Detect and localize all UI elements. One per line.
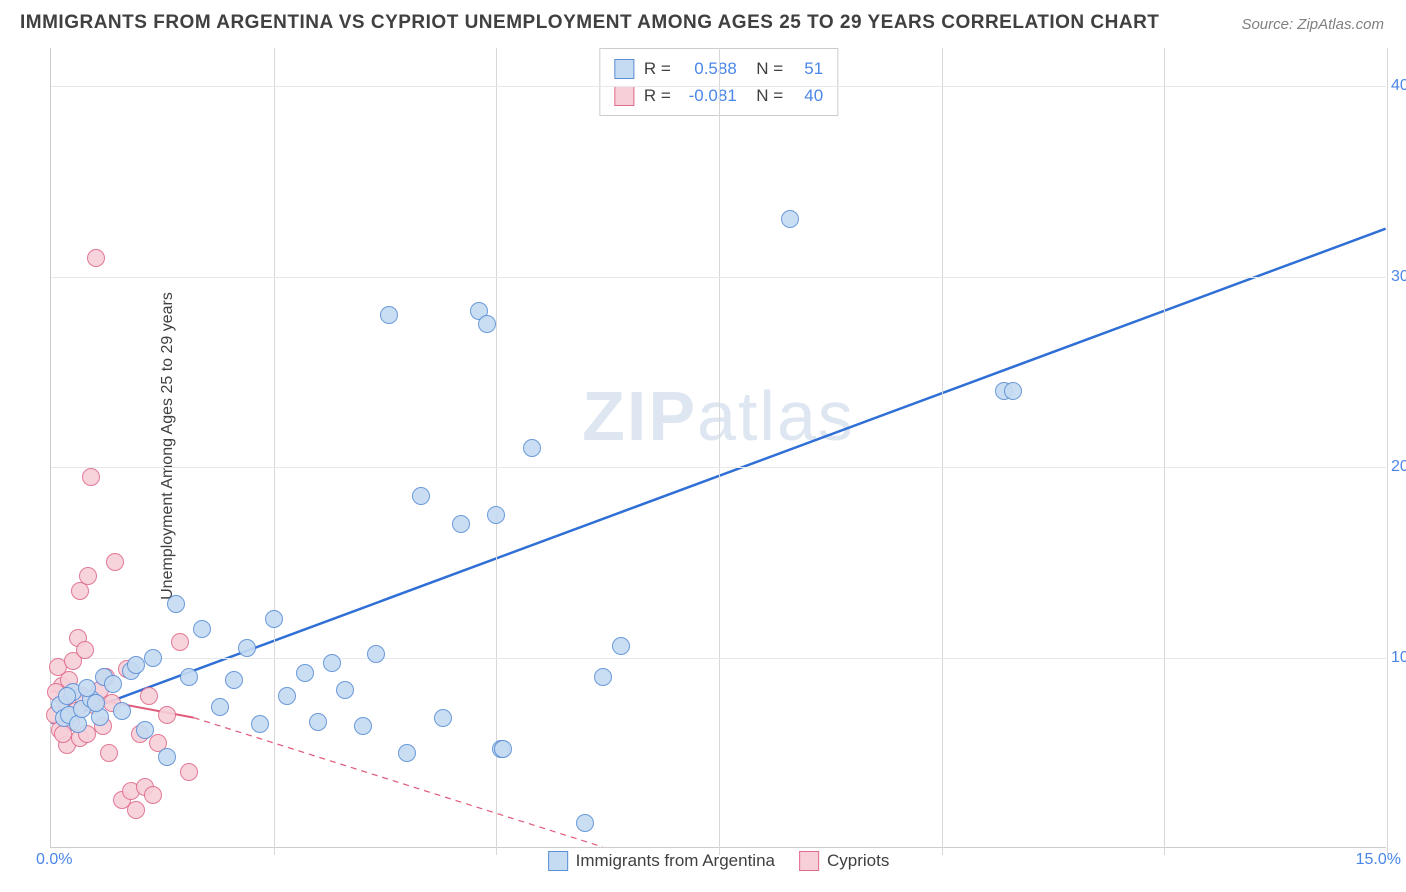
scatter-point bbox=[82, 468, 100, 486]
scatter-point bbox=[296, 664, 314, 682]
scatter-point bbox=[412, 487, 430, 505]
scatter-point bbox=[158, 706, 176, 724]
scatter-point bbox=[576, 814, 594, 832]
x-tick-min: 0.0% bbox=[36, 851, 72, 869]
scatter-point bbox=[380, 306, 398, 324]
series-name: Immigrants from Argentina bbox=[576, 851, 775, 871]
scatter-point bbox=[106, 553, 124, 571]
y-tick-label: 10.0% bbox=[1391, 649, 1406, 667]
scatter-point bbox=[398, 744, 416, 762]
scatter-point bbox=[167, 595, 185, 613]
grid-line-horizontal bbox=[51, 277, 1386, 278]
scatter-point bbox=[452, 515, 470, 533]
stats-n-value: 51 bbox=[793, 55, 823, 82]
scatter-point bbox=[225, 671, 243, 689]
scatter-point bbox=[251, 715, 269, 733]
scatter-point bbox=[136, 721, 154, 739]
scatter-point bbox=[127, 656, 145, 674]
scatter-point bbox=[87, 249, 105, 267]
chart-title: IMMIGRANTS FROM ARGENTINA VS CYPRIOT UNE… bbox=[20, 12, 1159, 34]
scatter-point bbox=[367, 645, 385, 663]
scatter-point bbox=[336, 681, 354, 699]
scatter-point bbox=[100, 744, 118, 762]
plot-area: ZIPatlas R =0.588 N =51R =-0.081 N =40 0… bbox=[50, 48, 1386, 848]
grid-line-horizontal bbox=[51, 658, 1386, 659]
grid-line-vertical bbox=[942, 48, 943, 855]
scatter-point bbox=[309, 713, 327, 731]
scatter-point bbox=[144, 786, 162, 804]
scatter-point bbox=[323, 654, 341, 672]
scatter-point bbox=[180, 668, 198, 686]
scatter-point bbox=[278, 687, 296, 705]
scatter-point bbox=[71, 582, 89, 600]
scatter-point bbox=[171, 633, 189, 651]
scatter-point bbox=[434, 709, 452, 727]
scatter-point bbox=[140, 687, 158, 705]
scatter-point bbox=[76, 641, 94, 659]
scatter-point bbox=[58, 687, 76, 705]
grid-line-vertical bbox=[496, 48, 497, 855]
grid-line-vertical bbox=[719, 48, 720, 855]
stats-n-label: N = bbox=[747, 55, 783, 82]
scatter-point bbox=[1004, 382, 1022, 400]
x-tick-max: 15.0% bbox=[1356, 851, 1401, 869]
scatter-point bbox=[78, 679, 96, 697]
series-legend-item: Cypriots bbox=[799, 851, 889, 871]
scatter-point bbox=[523, 439, 541, 457]
scatter-point bbox=[238, 639, 256, 657]
stats-r-label: R = bbox=[644, 55, 671, 82]
scatter-point bbox=[144, 649, 162, 667]
y-tick-label: 40.0% bbox=[1391, 77, 1406, 95]
scatter-point bbox=[265, 610, 283, 628]
scatter-point bbox=[781, 210, 799, 228]
scatter-point bbox=[211, 698, 229, 716]
scatter-point bbox=[127, 801, 145, 819]
source-label: Source: ZipAtlas.com bbox=[1241, 16, 1384, 33]
grid-line-horizontal bbox=[51, 86, 1386, 87]
grid-line-horizontal bbox=[51, 467, 1386, 468]
series-legend-item: Immigrants from Argentina bbox=[548, 851, 775, 871]
y-tick-label: 20.0% bbox=[1391, 458, 1406, 476]
scatter-point bbox=[180, 763, 198, 781]
y-tick-label: 30.0% bbox=[1391, 268, 1406, 286]
scatter-point bbox=[87, 694, 105, 712]
scatter-point bbox=[354, 717, 372, 735]
trend-line-extrapolated bbox=[194, 718, 603, 847]
legend-swatch bbox=[799, 851, 819, 871]
scatter-point bbox=[494, 740, 512, 758]
scatter-point bbox=[193, 620, 211, 638]
grid-line-vertical bbox=[1387, 48, 1388, 855]
grid-line-vertical bbox=[1164, 48, 1165, 855]
scatter-point bbox=[487, 506, 505, 524]
scatter-point bbox=[612, 637, 630, 655]
scatter-point bbox=[104, 675, 122, 693]
legend-swatch bbox=[614, 86, 634, 106]
scatter-point bbox=[69, 715, 87, 733]
series-name: Cypriots bbox=[827, 851, 889, 871]
stats-r-value: 0.588 bbox=[681, 55, 737, 82]
legend-swatch bbox=[548, 851, 568, 871]
scatter-point bbox=[158, 748, 176, 766]
legend-swatch bbox=[614, 59, 634, 79]
scatter-point bbox=[478, 315, 496, 333]
grid-line-vertical bbox=[274, 48, 275, 855]
scatter-point bbox=[594, 668, 612, 686]
scatter-point bbox=[113, 702, 131, 720]
